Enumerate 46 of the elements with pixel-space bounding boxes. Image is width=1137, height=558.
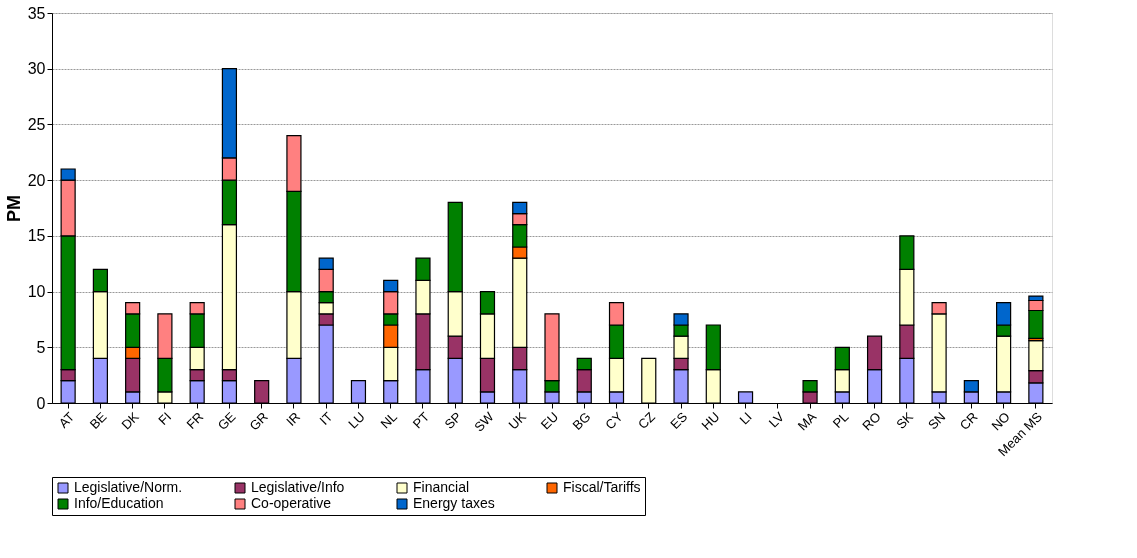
x-tick-label: HU [698, 409, 723, 433]
x-tick-label: CR [956, 409, 981, 433]
x-tick-label: RO [859, 409, 884, 434]
y-axis-title: PM [3, 195, 24, 222]
x-tick-label: PL [829, 409, 852, 431]
x-tick-label: GR [246, 409, 271, 434]
x-tick-label: MA [794, 408, 820, 434]
legend-label: Financial [413, 479, 470, 495]
x-tick-label: AT [55, 409, 78, 431]
x-tick-label: IR [283, 409, 304, 429]
x-tick-label: IT [316, 409, 336, 428]
x-tick-label: DK [118, 408, 143, 433]
x-tick-label: ES [667, 408, 691, 432]
x-tick-label: SK [893, 408, 917, 432]
legend-label: Co-operative [251, 495, 332, 511]
x-tick-label: PT [409, 409, 433, 432]
x-tick-label: LI [736, 409, 755, 428]
x-tick-label: SW [471, 408, 498, 435]
y-tick-label: 25 [27, 115, 46, 133]
y-tick-label: 0 [36, 394, 46, 412]
x-tick-label: BG [569, 409, 594, 433]
legend-label: Energy taxes [413, 495, 495, 511]
legend-label: Legislative/Info [251, 479, 345, 495]
x-tick-label: LU [345, 409, 368, 432]
y-tick-label: 30 [27, 60, 46, 78]
legend-label: Info/Education [74, 495, 164, 511]
x-tick-label: UK [505, 408, 530, 433]
legend-label: Legislative/Norm. [74, 479, 183, 495]
y-tick-label: 10 [27, 283, 46, 301]
x-tick-label: FR [183, 409, 207, 432]
legend-label: Fiscal/Tariffs [563, 479, 641, 495]
x-tick-label: NO [988, 409, 1013, 434]
y-tick-label: 15 [27, 227, 46, 245]
x-tick-label: EU [537, 409, 562, 433]
y-tick-label: 35 [27, 4, 46, 22]
x-tick-label: SP [441, 409, 465, 432]
x-tick-label: GE [214, 408, 239, 433]
x-tick-label: BE [86, 408, 110, 432]
x-tick-label: CY [602, 408, 626, 433]
x-tick-label: CZ [635, 409, 658, 432]
x-tick-label: FI [155, 409, 175, 428]
y-tick-label: 5 [36, 338, 46, 356]
y-tick-label: 20 [27, 171, 46, 189]
x-tick-label: NL [377, 409, 400, 432]
x-tick-label: LV [765, 408, 788, 431]
x-tick-label: SN [924, 409, 949, 433]
